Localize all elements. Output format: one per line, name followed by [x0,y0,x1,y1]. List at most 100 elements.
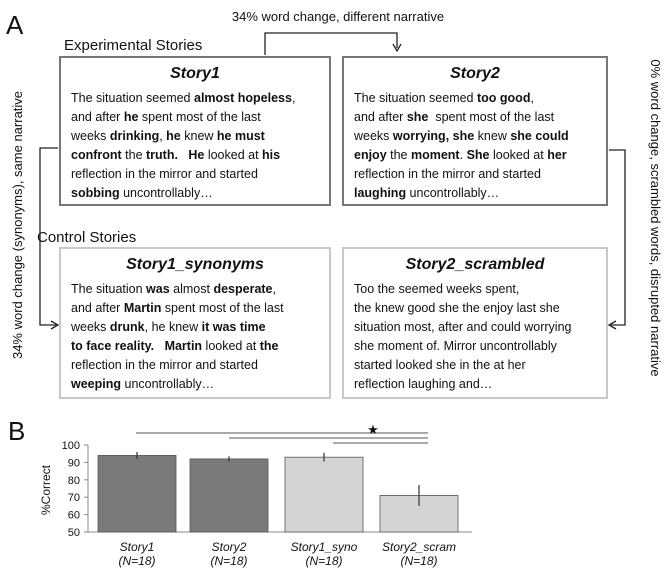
story-text: Too the seemed weeks spent, [354,282,519,296]
x-tick-label: Story1 [120,540,155,554]
bar [97,455,177,533]
story-text: almost [170,282,214,296]
story-text: was [145,282,170,296]
story-text: looked at [490,148,548,162]
story-text [178,148,188,162]
story-line: The situation seemed too good, [354,91,534,105]
story-line: reflection in the mirror and started [354,167,541,181]
story-line: started looked she in the at her [354,358,526,372]
arrow-head [607,320,617,330]
y-tick-label: 100 [62,440,80,452]
story-text: weeks [70,129,110,143]
story-line: weeks drunk, he knew it was time [70,320,266,334]
story-line: weeping uncontrollably… [70,377,214,391]
story-line: to face reality. Martin looked at the [71,339,279,353]
story-text: and after [71,301,124,315]
story-title: Story1_synonyms [126,256,264,273]
story-text: truth. [146,148,178,162]
arrows [39,32,626,330]
arrow-head [50,320,60,330]
story-text: and after [71,110,124,124]
story-box [59,247,331,399]
story-text: it was time [202,320,266,334]
story-text: , he knew [145,320,202,334]
story-text: knew [474,129,510,143]
y-tick-label: 50 [68,527,80,539]
story-text: uncontrollably… [120,186,213,200]
y-tick-label: 60 [68,510,80,522]
panel-label: B [8,416,25,446]
story-title: Story1 [170,65,220,82]
story-text: the [122,148,146,162]
story-text: spent most of the last [138,110,261,124]
story-text: The situation seemed [354,91,477,105]
left-note: 34% word change (synonyms), same narrati… [10,91,25,359]
story-text: enjoy [354,148,387,162]
story-text: worrying, she [392,129,474,143]
story-line: confront the truth. He looked at his [71,148,280,162]
y-axis-label: %Correct [39,464,53,515]
story-text: reflection in the mirror and started [71,358,258,372]
story-line: and after Martin spent most of the last [71,301,284,315]
story-line: reflection in the mirror and started [71,167,258,181]
x-tick-label: Story2 [212,540,247,554]
story-text: weeks [353,129,393,143]
story-text: , [273,282,276,296]
top-note: 34% word change, different narrative [232,9,444,24]
story-text: to face reality. [71,339,154,353]
story-text: confront [71,148,123,162]
story-text: the knew good she the enjoy last she [354,301,560,315]
significance-lines [136,432,428,444]
story-text: moment [411,148,460,162]
story-text: He [188,148,204,162]
story-text: she could [510,129,568,143]
story-text: knew [181,129,217,143]
story-text: sobbing [71,186,120,200]
story-text: he [166,129,181,143]
story-line: enjoy the moment. She looked at her [354,148,567,162]
story-text: . [460,148,467,162]
story-text: the [387,148,411,162]
story-box [342,56,608,206]
story-line: The situation seemed almost hopeless, [71,91,295,105]
story-text: situation most, after and could worrying [354,320,572,334]
y-tick-label: 70 [68,492,80,504]
heading: Control Stories [37,229,136,246]
story-text: , [159,129,166,143]
story-box [342,247,608,399]
story-text [154,339,164,353]
story-text: her [547,148,567,162]
story-text: Martin [165,339,203,353]
story-text: his [262,148,280,162]
story-text: The situation [71,282,146,296]
story-text: Martin [124,301,162,315]
story-text: She [467,148,490,162]
story-text: , [292,91,295,105]
sample-size: (N=18) [210,554,247,568]
story-text: The situation seemed [71,91,194,105]
arrow [609,149,626,326]
story-text: spent most of the last [161,301,284,315]
story-text: he must [217,129,266,143]
story-text: weeks [70,320,110,334]
arrow [39,147,58,326]
story-text: uncontrollably… [406,186,499,200]
story-text: he [124,110,139,124]
y-tick-label: 90 [68,457,80,469]
story-text: weeping [70,377,121,391]
story-line: laughing uncontrollably… [354,186,499,200]
story-text: looked at [202,339,260,353]
y-tick-label: 80 [68,475,80,487]
sample-size: (N=18) [118,554,155,568]
story-text: and after [354,110,407,124]
story-line: weeks worrying, she knew she could [353,129,569,143]
sample-size: (N=18) [305,554,342,568]
story-text: too good [477,91,530,105]
story-line: Too the seemed weeks spent, [354,282,519,296]
story-line: situation most, after and could worrying [354,320,572,334]
story-text: laughing [354,186,406,200]
story-line: she moment of. Mirror uncontrollably [354,339,558,353]
arrow [264,32,398,55]
story-line: sobbing uncontrollably… [71,186,213,200]
story-text: she [407,110,429,124]
